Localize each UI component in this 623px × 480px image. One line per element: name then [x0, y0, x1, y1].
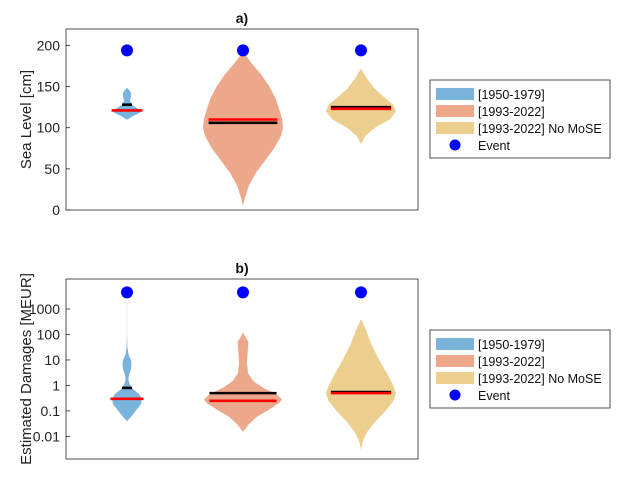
y-tick-label: 1000 [29, 301, 60, 317]
y-tick-label: 150 [37, 79, 61, 95]
event-point-1-2 [237, 44, 249, 57]
legend-label: [1993-2022] No MoSE [478, 372, 602, 386]
event-point-1-3 [355, 44, 367, 57]
panel-title-1: a) [236, 10, 248, 26]
y-tick-label: 0.1 [41, 403, 61, 419]
legend-label: [1993-2022] No MoSE [478, 122, 602, 136]
y-tick-label: 100 [37, 326, 61, 342]
legend-swatch-2-2 [436, 355, 474, 367]
legend-marker-event-2 [449, 389, 461, 401]
y-tick-label: 0.01 [33, 428, 60, 444]
legend-swatch-1-1 [436, 88, 474, 100]
legend-swatch-2-3 [436, 372, 474, 384]
legend-label: [1950-1979] [478, 88, 545, 102]
y-tick-label: 10 [44, 352, 60, 368]
legend-swatch-1-3 [436, 122, 474, 134]
panel-title-2: b) [235, 260, 248, 276]
violin-2-3 [326, 319, 396, 450]
legend-label: Event [478, 139, 510, 153]
y-axis-label-2: Estimated Damages [MEUR] [18, 273, 35, 465]
legend-swatch-1-2 [436, 105, 474, 117]
legend-label: [1950-1979] [478, 338, 545, 352]
violin-1-2 [203, 53, 283, 206]
legend-label: [1993-2022] [478, 105, 545, 119]
legend-marker-event-1 [449, 139, 461, 151]
violin-2-1 [112, 301, 142, 422]
y-tick-label: 0 [52, 202, 60, 218]
y-axis-label-1: Sea Level [cm] [18, 70, 35, 169]
violin-2-2 [204, 332, 282, 432]
event-point-2-1 [121, 286, 133, 299]
event-point-2-3 [355, 286, 367, 299]
y-tick-label: 100 [37, 120, 61, 136]
legend-label: Event [478, 389, 510, 403]
legend-swatch-2-1 [436, 338, 474, 350]
y-tick-label: 50 [44, 161, 60, 177]
event-point-2-2 [237, 286, 249, 299]
event-point-1-1 [121, 44, 133, 57]
y-tick-label: 200 [37, 37, 61, 53]
y-tick-label: 1 [52, 377, 60, 393]
legend-label: [1993-2022] [478, 355, 545, 369]
